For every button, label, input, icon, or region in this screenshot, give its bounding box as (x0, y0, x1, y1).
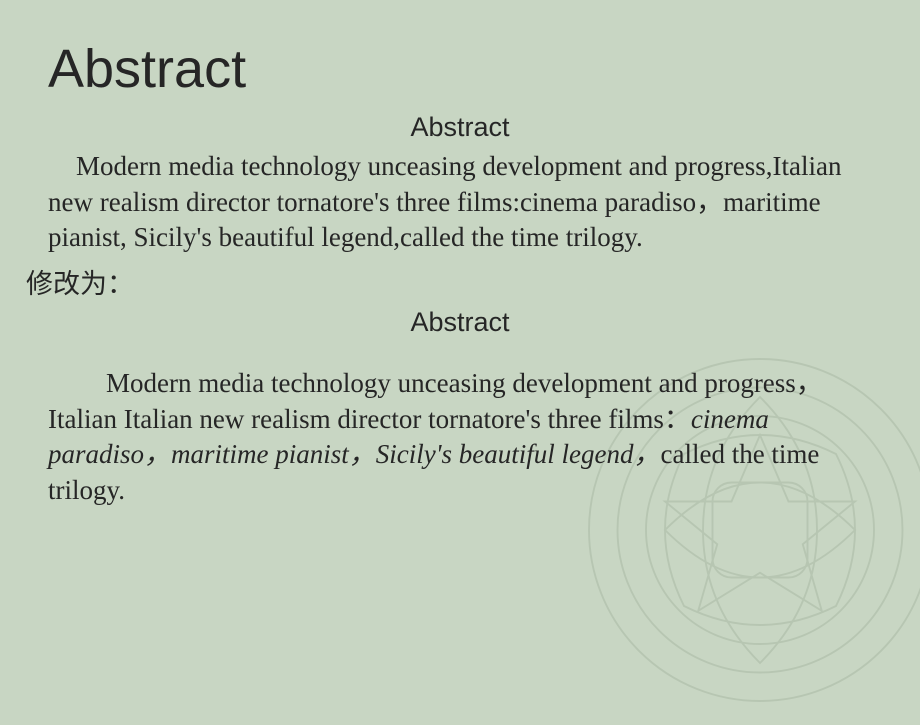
revision-label: 修改为： (26, 262, 876, 301)
section2-paragraph: Modern media technology unceasing develo… (48, 366, 872, 509)
slide-content: Abstract Abstract Modern media technolog… (0, 0, 920, 528)
section1-paragraph: Modern media technology unceasing develo… (48, 149, 872, 256)
section1-heading: Abstract (44, 112, 876, 143)
main-title: Abstract (48, 38, 876, 100)
section2-heading: Abstract (44, 307, 876, 338)
